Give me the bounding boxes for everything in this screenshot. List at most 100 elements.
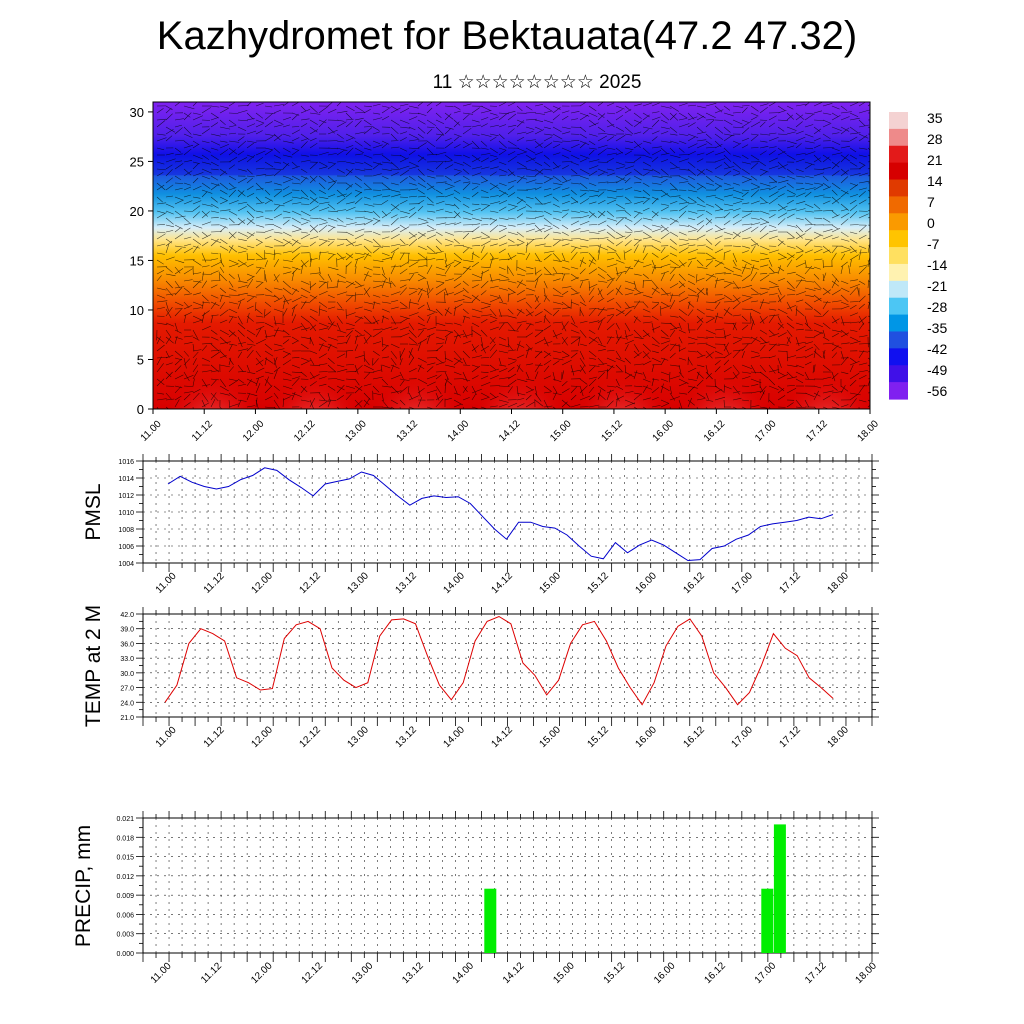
- wind-barb: [156, 212, 167, 219]
- wind-barb: [651, 245, 661, 252]
- wind-barb: [804, 353, 814, 359]
- wind-barb: [201, 182, 211, 189]
- wind-barb: [372, 162, 382, 170]
- wind-barb: [336, 217, 344, 223]
- wind-barb: [426, 203, 435, 206]
- wind-barb: [615, 195, 624, 198]
- precip-x-tick-label: 12.00: [249, 960, 275, 986]
- wind-barb: [543, 133, 553, 136]
- wind-barb: [687, 238, 699, 241]
- wind-barb: [498, 322, 505, 331]
- wind-barb: [624, 339, 634, 345]
- wind-barb: [192, 115, 204, 121]
- wind-barb: [480, 110, 492, 114]
- wind-barb: [732, 322, 737, 331]
- wind-barb: [462, 232, 470, 240]
- wind-barb: [345, 192, 353, 198]
- wind-barb: [156, 363, 164, 373]
- wind-barb: [363, 336, 368, 344]
- wind-barb: [534, 224, 543, 233]
- wind-barb: [525, 118, 537, 121]
- wind-barb: [687, 273, 695, 278]
- wind-barb: [444, 322, 453, 325]
- wind-barb: [309, 381, 317, 387]
- wind-barb: [732, 339, 742, 345]
- wind-barb: [345, 350, 354, 352]
- wind-barb: [480, 189, 489, 194]
- wind-barb: [156, 300, 168, 303]
- wind-barb: [246, 349, 254, 359]
- wind-barb: [768, 150, 776, 156]
- wind-barb: [615, 266, 619, 277]
- wind-barb: [840, 111, 852, 114]
- wind-barb: [345, 222, 357, 226]
- wind-barb: [165, 113, 173, 121]
- wind-barb: [444, 193, 454, 198]
- wind-barb: [624, 187, 633, 191]
- wind-barb: [705, 351, 715, 359]
- wind-barb: [813, 287, 821, 291]
- wind-barb: [732, 161, 742, 170]
- wind-barb: [867, 103, 870, 107]
- wind-barb: [183, 314, 187, 324]
- wind-barb: [858, 187, 867, 191]
- wind-barb: [723, 385, 732, 390]
- wind-barb: [570, 404, 581, 408]
- wind-barb: [264, 250, 266, 261]
- wind-barb: [588, 165, 599, 170]
- wind-barb: [777, 185, 787, 191]
- wind-barb: [219, 341, 231, 345]
- wind-barb: [507, 185, 515, 191]
- wind-barb: [417, 245, 427, 250]
- wind-barb: [732, 182, 740, 186]
- wind-barb: [831, 345, 839, 352]
- wind-barb: [336, 308, 345, 311]
- wind-barb: [813, 406, 817, 409]
- wind-barb: [804, 259, 807, 268]
- wind-barb: [255, 266, 265, 269]
- wind-barb: [426, 326, 437, 331]
- wind-barb: [543, 314, 546, 324]
- wind-barb: [408, 392, 413, 400]
- wind-barb: [525, 203, 532, 209]
- wind-barb: [597, 266, 607, 273]
- wind-barb: [489, 349, 498, 359]
- wind-barb: [354, 385, 363, 394]
- wind-barb: [615, 235, 626, 240]
- wind-barb: [705, 146, 716, 149]
- wind-barb: [174, 280, 181, 288]
- wind-barb: [597, 250, 600, 261]
- wind-barb: [282, 329, 290, 336]
- wind-barb: [426, 389, 438, 394]
- wind-barb: [156, 161, 165, 165]
- wind-barb: [228, 287, 237, 292]
- wind-barb: [642, 128, 649, 135]
- wind-barb: [282, 250, 293, 254]
- wind-barb: [183, 140, 190, 146]
- wind-barb: [417, 387, 425, 394]
- wind-barb: [354, 175, 362, 181]
- wind-barb: [750, 390, 762, 394]
- wind-barb: [642, 371, 647, 379]
- wind-barb: [462, 127, 472, 135]
- wind-barb: [543, 399, 549, 409]
- wind-barb: [507, 349, 516, 352]
- wind-barb: [390, 226, 400, 233]
- wind-barb: [858, 234, 867, 240]
- wind-barb: [381, 266, 385, 275]
- wind-barb: [390, 189, 401, 193]
- wind-barb: [849, 112, 859, 118]
- wind-barb: [300, 177, 308, 184]
- precip-x-tick-label: 14.12: [501, 960, 527, 986]
- wind-barb: [687, 386, 695, 394]
- wind-barb: [498, 133, 505, 140]
- wind-barb: [228, 156, 238, 163]
- pmsl-x-tick-label: 14.12: [489, 570, 515, 596]
- wind-barb: [561, 224, 569, 230]
- wind-barb: [723, 343, 730, 354]
- wind-barb: [831, 132, 840, 135]
- wind-barb: [660, 358, 666, 366]
- wind-barb: [696, 152, 705, 156]
- wind-barb: [165, 280, 173, 289]
- wind-barb: [399, 358, 403, 366]
